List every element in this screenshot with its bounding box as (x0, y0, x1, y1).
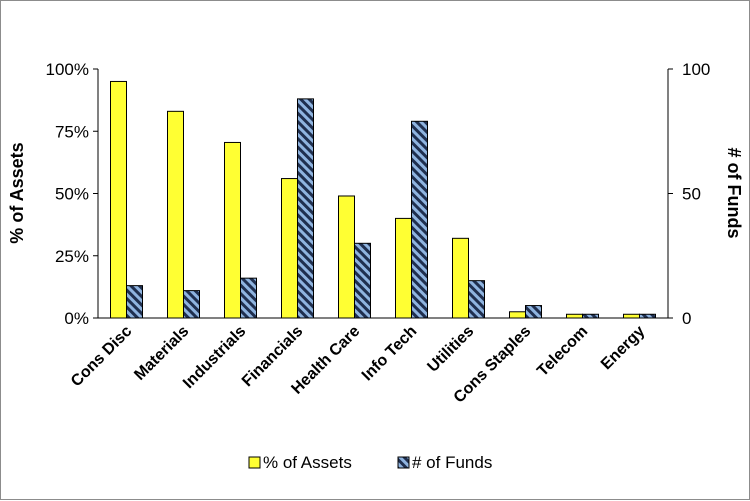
bar-assets-telecom (566, 313, 583, 319)
bar-assets-health-care (338, 195, 355, 319)
legend: % of Assets # of Funds (248, 453, 492, 472)
category-label: Energy (598, 323, 648, 373)
bar-funds-cons-staples (525, 305, 542, 319)
right-axis-ticks: 0 50 100 (668, 60, 710, 328)
left-tick-label: 100% (46, 60, 89, 79)
legend-label-funds: # of Funds (412, 453, 492, 472)
left-axis-title: % of Assets (7, 142, 27, 243)
bar-funds-industrials (240, 277, 257, 319)
right-axis-title: # of Funds (724, 148, 744, 239)
left-tick-label: 50% (55, 185, 89, 204)
bar-funds-financials (297, 98, 314, 319)
bar-funds-cons-disc (126, 285, 143, 319)
left-axis-ticks: 0% 25% 50% 75% 100% (46, 60, 98, 328)
bar-assets-utilities (452, 237, 469, 319)
legend-swatch-assets (248, 456, 261, 469)
bar-funds-utilities (468, 280, 485, 319)
bar-assets-info-tech (395, 217, 412, 319)
left-tick-label: 75% (55, 122, 89, 141)
bar-funds-energy (639, 313, 656, 319)
right-tick-label: 100 (682, 60, 710, 79)
x-axis-category-labels: Cons DiscMaterialsIndustrialsFinancialsH… (68, 323, 648, 407)
bar-funds-materials (183, 290, 200, 319)
right-tick-label: 0 (682, 309, 691, 328)
category-label: Info Tech (359, 323, 420, 384)
bar-assets-industrials (224, 141, 241, 319)
bar-funds-health-care (354, 242, 371, 319)
category-label: Utilities (424, 323, 477, 376)
bar-assets-energy (623, 313, 640, 319)
left-tick-label: 0% (64, 309, 89, 328)
category-label: Telecom (534, 323, 591, 380)
legend-swatch-funds (397, 456, 410, 469)
category-label: Materials (131, 323, 192, 384)
bar-assets-materials (167, 110, 184, 319)
bar-funds-info-tech (411, 120, 428, 319)
legend-label-assets: % of Assets (263, 453, 352, 472)
plot-area (110, 80, 656, 319)
bar-assets-financials (281, 178, 298, 319)
left-tick-label: 25% (55, 247, 89, 266)
category-label: Cons Disc (68, 323, 135, 390)
right-tick-label: 50 (682, 185, 701, 204)
bar-assets-cons-staples (509, 311, 526, 319)
bar-funds-telecom (582, 313, 599, 319)
bar-assets-cons-disc (110, 80, 127, 319)
